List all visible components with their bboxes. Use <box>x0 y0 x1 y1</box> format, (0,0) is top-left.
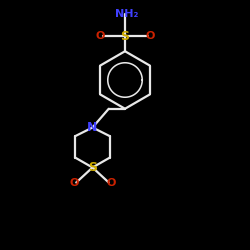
Text: S: S <box>88 161 97 174</box>
Text: O: O <box>69 178 78 188</box>
Text: O: O <box>106 178 116 188</box>
Text: O: O <box>145 31 155 41</box>
Text: O: O <box>95 31 105 41</box>
Text: S: S <box>120 30 130 43</box>
Text: NH₂: NH₂ <box>115 9 139 19</box>
Text: N: N <box>87 121 98 134</box>
